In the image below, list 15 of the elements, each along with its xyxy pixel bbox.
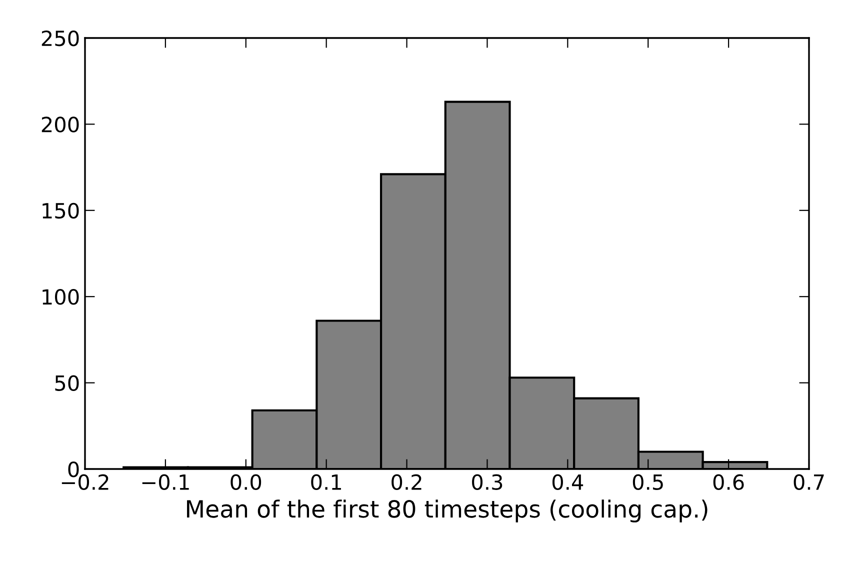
x-tick-label: 0.0 [230, 474, 262, 490]
x-tick-label: 0.5 [632, 474, 663, 490]
x-tick-label: 0.6 [713, 474, 744, 490]
y-tick-label: 50 [55, 375, 79, 392]
x-tick-label: 0.2 [392, 474, 422, 490]
x-tick-label: 0.1 [311, 474, 341, 490]
x-tick-label: 0.4 [552, 474, 584, 490]
y-tick-label: 150 [42, 202, 79, 219]
y-tick-label: 250 [42, 30, 79, 46]
x-tick-label: 0.3 [472, 474, 502, 490]
y-tick-label: 100 [42, 289, 79, 305]
x-tick-label: 0.7 [794, 474, 824, 490]
x-axis-title: Mean of the first 80 timesteps (cooling cap.) [187, 500, 708, 522]
y-tick-label: 200 [42, 116, 79, 132]
x-tick-label: −0.1 [142, 474, 189, 490]
